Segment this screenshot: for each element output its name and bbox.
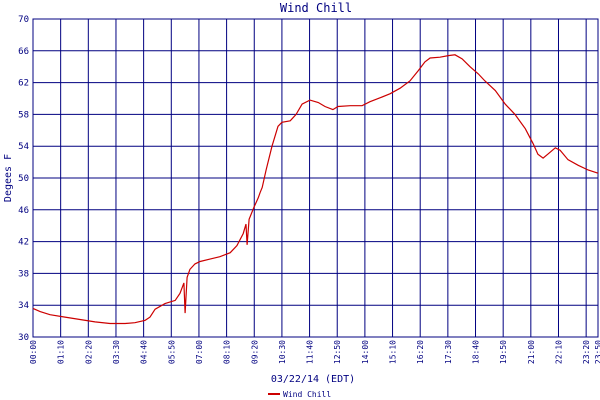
y-tick-label: 50: [18, 174, 29, 184]
y-tick-label: 58: [18, 110, 29, 120]
y-tick-label: 38: [18, 269, 29, 279]
x-tick-label: 18:40: [472, 340, 481, 364]
x-tick-label: 09:20: [250, 340, 259, 364]
x-tick-label: 02:20: [84, 340, 93, 364]
x-tick-label: 00:00: [29, 340, 38, 364]
x-tick-label: 01:10: [57, 340, 66, 364]
x-axis-label: 03/22/14 (EDT): [271, 374, 355, 385]
x-tick-label: 14:00: [361, 340, 370, 364]
y-axis-label: Degees F: [3, 154, 14, 202]
x-tick-label: 11:40: [306, 340, 315, 364]
x-tick-label: 07:00: [195, 340, 204, 364]
x-tick-label: 16:20: [416, 340, 425, 364]
x-tick-label: 22:10: [554, 340, 563, 364]
y-tick-label: 66: [18, 47, 29, 57]
x-tick-label: 03:30: [112, 340, 121, 364]
x-tick-label: 12:50: [333, 340, 342, 364]
x-tick-label: 08:10: [223, 340, 232, 364]
x-tick-label: 19:50: [499, 340, 508, 364]
x-tick-label: 15:10: [389, 340, 398, 364]
x-tick-label: 17:30: [444, 340, 453, 364]
y-tick-label: 54: [18, 142, 29, 152]
x-tick-label: 23:20: [582, 340, 591, 364]
y-tick-label: 62: [18, 79, 29, 89]
x-tick-label: 10:30: [278, 340, 287, 364]
y-tick-label: 46: [18, 206, 29, 216]
legend-label: Wind Chill: [283, 390, 331, 399]
y-tick-label: 42: [18, 238, 29, 248]
plot-border: [32, 18, 599, 338]
x-tick-label: 23:50: [594, 340, 600, 364]
x-tick-label: 05:50: [167, 340, 176, 364]
y-tick-label: 34: [18, 301, 29, 311]
y-tick-label: 30: [18, 333, 29, 343]
x-tick-label: 04:40: [140, 340, 149, 364]
chart-title: Wind Chill: [280, 1, 352, 15]
line: [32, 54, 599, 325]
y-tick-label: 70: [18, 15, 29, 25]
x-tick-label: 21:00: [527, 340, 536, 364]
